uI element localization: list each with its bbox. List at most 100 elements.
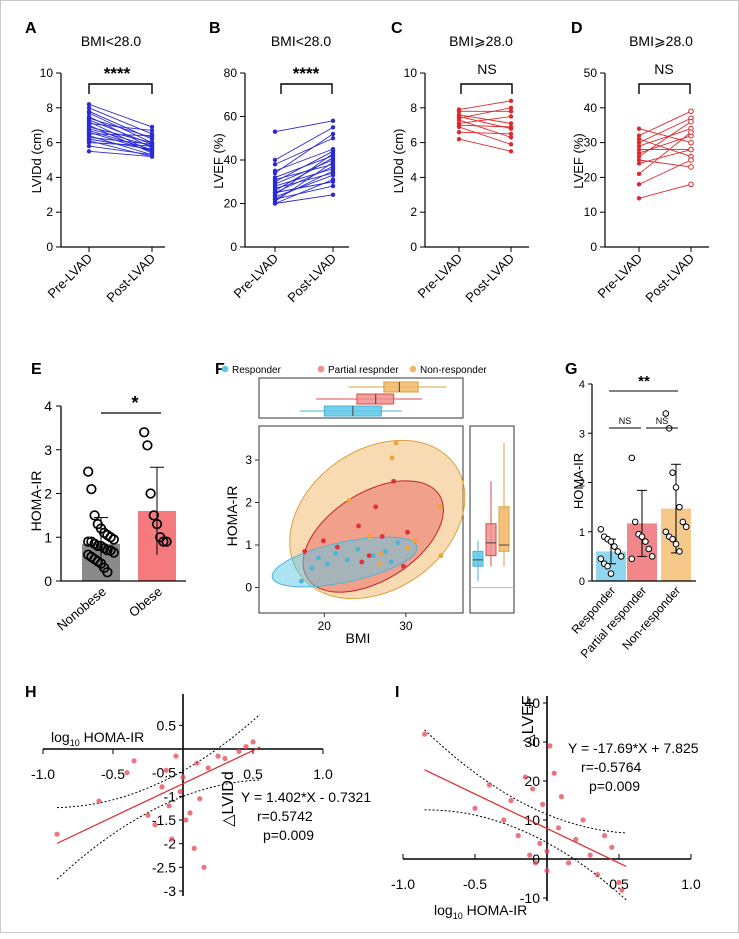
post-point [688,157,694,163]
significance-bracket [638,83,691,94]
x-tick-label: 1.0 [681,876,701,892]
y-tick-label: 60 [224,110,238,124]
scatter-point [205,765,211,771]
pre-point [272,129,278,134]
legend-marker [317,365,325,373]
pair-line [638,110,692,137]
pair-line [458,131,512,135]
panel-label-b: B [209,20,221,37]
significance-bracket [280,83,333,94]
panel-a-significance: **** [104,64,131,83]
post-point [330,118,336,124]
panel-label-a: A [25,20,37,37]
pair-line [88,133,153,137]
scatter-point [379,534,385,539]
x-tick-label: -0.5 [463,876,487,892]
y-tick-label: 10 [404,66,418,80]
panel-a-title: BMI<28.0 [81,33,142,49]
panel-d-significance: NS [654,61,673,77]
pre-point [636,133,642,138]
scatter-point [334,544,340,550]
pre-point [636,182,642,187]
panel-b-ylabel: LVEF (%) [211,133,226,188]
pair-line [88,150,153,157]
scatter-point [177,789,183,795]
pre-point [86,149,92,154]
pair-line [638,159,692,185]
panel-c-title: BMI⩾28.0 [449,33,513,49]
data-point [161,536,172,547]
scatter-point [356,523,361,529]
scatter-point [566,860,572,866]
post-point [330,131,336,137]
pre-point [86,102,92,107]
pair-line [274,137,334,165]
scatter-point [391,478,397,484]
y-tick-label: 40 [584,101,598,115]
scatter-point [522,774,529,780]
x-tick-label: Post-LVAD [284,251,339,306]
panel-h: -1.0 -0.5 0.5 1.00.5-0.5-1-1.5-2-2.5-3 [31,694,333,899]
scatter-point [191,845,197,852]
pre-point [272,157,278,163]
x-tick-label: Post-LVAD [642,251,697,306]
y-tick-label: 80 [224,66,238,80]
pair-line [88,145,153,156]
post-point [688,108,694,115]
y-tick-label: 2 [46,205,53,219]
y-tick-label: 4 [579,379,585,391]
data-point [607,570,615,577]
scatter-point [619,887,625,893]
x-tick-label: Pre-LVAD [414,251,465,302]
pair-line [274,194,334,204]
data-point [679,518,687,526]
scatter-point [508,797,514,804]
y-tick-label: 30 [584,136,598,150]
pre-point [636,147,642,152]
y-tick-label: 2 [245,496,252,510]
pair-line [638,117,692,144]
y-tick-label: 0 [410,240,417,254]
post-point [149,143,155,149]
panel-e-significance: * [131,393,138,413]
pre-point [636,171,642,177]
scatter-point [215,753,221,759]
pair-line [274,120,334,133]
post-point [330,164,336,169]
scatter-point [54,831,60,837]
scatter-point [388,559,394,565]
data-point [676,503,683,511]
scatter-point [243,744,249,750]
post-point [508,114,514,119]
scatter-point [169,836,175,842]
pair-line [458,100,512,110]
data-point [158,536,169,547]
scatter-point [544,868,550,874]
data-point [614,548,622,555]
confidence-band-lower [56,779,261,880]
scatter-point [551,770,557,776]
scatter-point [197,796,203,802]
scatter-point [401,563,406,569]
pair-line [274,153,334,196]
pre-point [456,129,462,135]
scatter-point [389,455,395,461]
scatter-point [555,825,562,831]
panel-f-xlabel: BMI [346,630,371,646]
x-tick-label: -0.5 [101,766,125,782]
data-point [597,525,605,533]
panel-g-ylabel: HOMA-IR [571,453,586,509]
post-point [330,177,336,182]
x-tick-label: 30 [399,619,413,633]
post-point [508,124,514,130]
scatter-point [250,739,256,745]
scatter-point [333,551,339,556]
y-tick-label: 0 [579,576,585,588]
y-tick-label: 0 [590,240,597,254]
panel-f-ylabel: HOMA-IR [224,486,240,547]
data-point [151,518,163,530]
